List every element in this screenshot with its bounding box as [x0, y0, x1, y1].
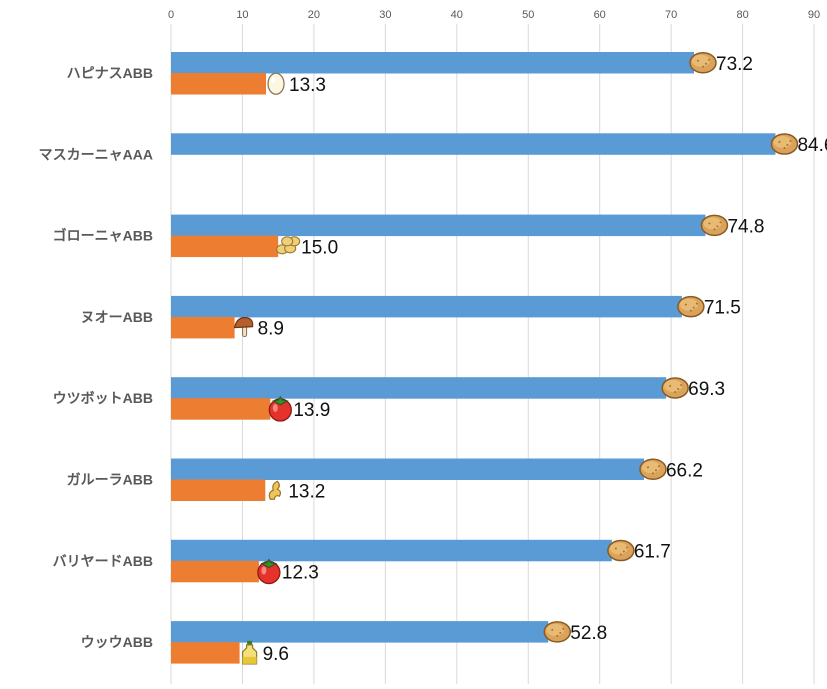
bar-secondary: [171, 316, 235, 339]
x-tick-label: 50: [522, 9, 534, 21]
potato-icon: [639, 458, 667, 480]
bar-primary: [171, 621, 549, 643]
tomato-icon: [268, 396, 292, 422]
bar-secondary: [171, 235, 279, 258]
potato-icon: [689, 52, 717, 74]
x-tick-label: 70: [665, 9, 677, 21]
data-label: 13.2: [288, 481, 325, 502]
x-tick-label: 90: [808, 9, 820, 21]
data-label: 12.3: [282, 563, 319, 584]
category-labels: ハピナスABB マスカーニャAAA ゴローニャABB ヌオーABB ウツボットABB ガル…: [39, 65, 153, 650]
x-tick-label: 10: [236, 9, 248, 21]
data-label: 74.8: [727, 216, 764, 237]
data-label: 8.9: [258, 319, 284, 340]
x-tick-label: 0: [168, 9, 174, 21]
bars: [171, 52, 776, 664]
tomato-icon: [257, 558, 281, 585]
potato-icon: [543, 621, 572, 643]
data-label: 71.5: [704, 298, 741, 319]
x-tick-label: 60: [594, 9, 606, 21]
bar-secondary: [171, 479, 266, 501]
potato-icon: [770, 133, 799, 155]
potato-icon: [677, 295, 705, 318]
egg-icon: [267, 72, 285, 95]
x-axis-ticks: 0 10 20 30 40 50 60 70 80 90: [168, 9, 820, 21]
data-label: 52.8: [570, 623, 607, 644]
bar-primary: [171, 133, 776, 155]
category-label: ウツボットABB: [53, 390, 153, 406]
data-label: 13.9: [293, 400, 330, 421]
bar-primary: [171, 295, 682, 318]
mushroom-icon: [233, 317, 254, 338]
bar-secondary: [171, 73, 267, 95]
bar-primary: [171, 539, 612, 562]
bar-primary: [171, 52, 695, 74]
soybean-icon: [276, 236, 301, 255]
data-label: 61.7: [634, 542, 671, 563]
bar-secondary: [171, 642, 240, 664]
potato-icon: [700, 214, 729, 237]
category-label: ガルーラABB: [67, 472, 153, 488]
bar-primary: [171, 458, 644, 480]
data-label: 84.6: [797, 135, 827, 156]
x-tick-label: 40: [451, 9, 463, 21]
bar-primary: [171, 377, 667, 399]
data-label: 13.3: [289, 75, 326, 96]
x-tick-label: 80: [736, 9, 748, 21]
data-label: 69.3: [688, 379, 725, 400]
category-label: ゴローニャABB: [53, 228, 153, 244]
data-labels: 73.2 13.3 84.6 74.8 15.0 71.5 8.9 69.3 13.9 66.2 1…: [233, 52, 827, 665]
x-tick-label: 20: [308, 9, 320, 21]
data-label: 15.0: [301, 237, 338, 258]
data-label: 73.2: [716, 54, 753, 75]
category-label: マスカーニャAAA: [39, 146, 153, 162]
ginger-icon: [268, 480, 282, 500]
potato-icon: [607, 539, 635, 562]
category-label: ウッウABB: [81, 634, 153, 650]
gridlines: [170, 24, 815, 684]
category-label: ヌオーABB: [81, 309, 153, 325]
bar-secondary: [171, 398, 271, 420]
category-label: バリヤードABB: [53, 553, 153, 569]
potato-icon: [661, 377, 689, 399]
bar-primary: [171, 214, 706, 237]
category-label: ハピナスABB: [67, 65, 153, 81]
data-label: 9.6: [263, 644, 289, 665]
x-tick-label: 30: [379, 9, 391, 21]
data-label: 66.2: [666, 460, 703, 481]
oil-icon: [241, 640, 258, 665]
bar-secondary: [171, 560, 259, 583]
